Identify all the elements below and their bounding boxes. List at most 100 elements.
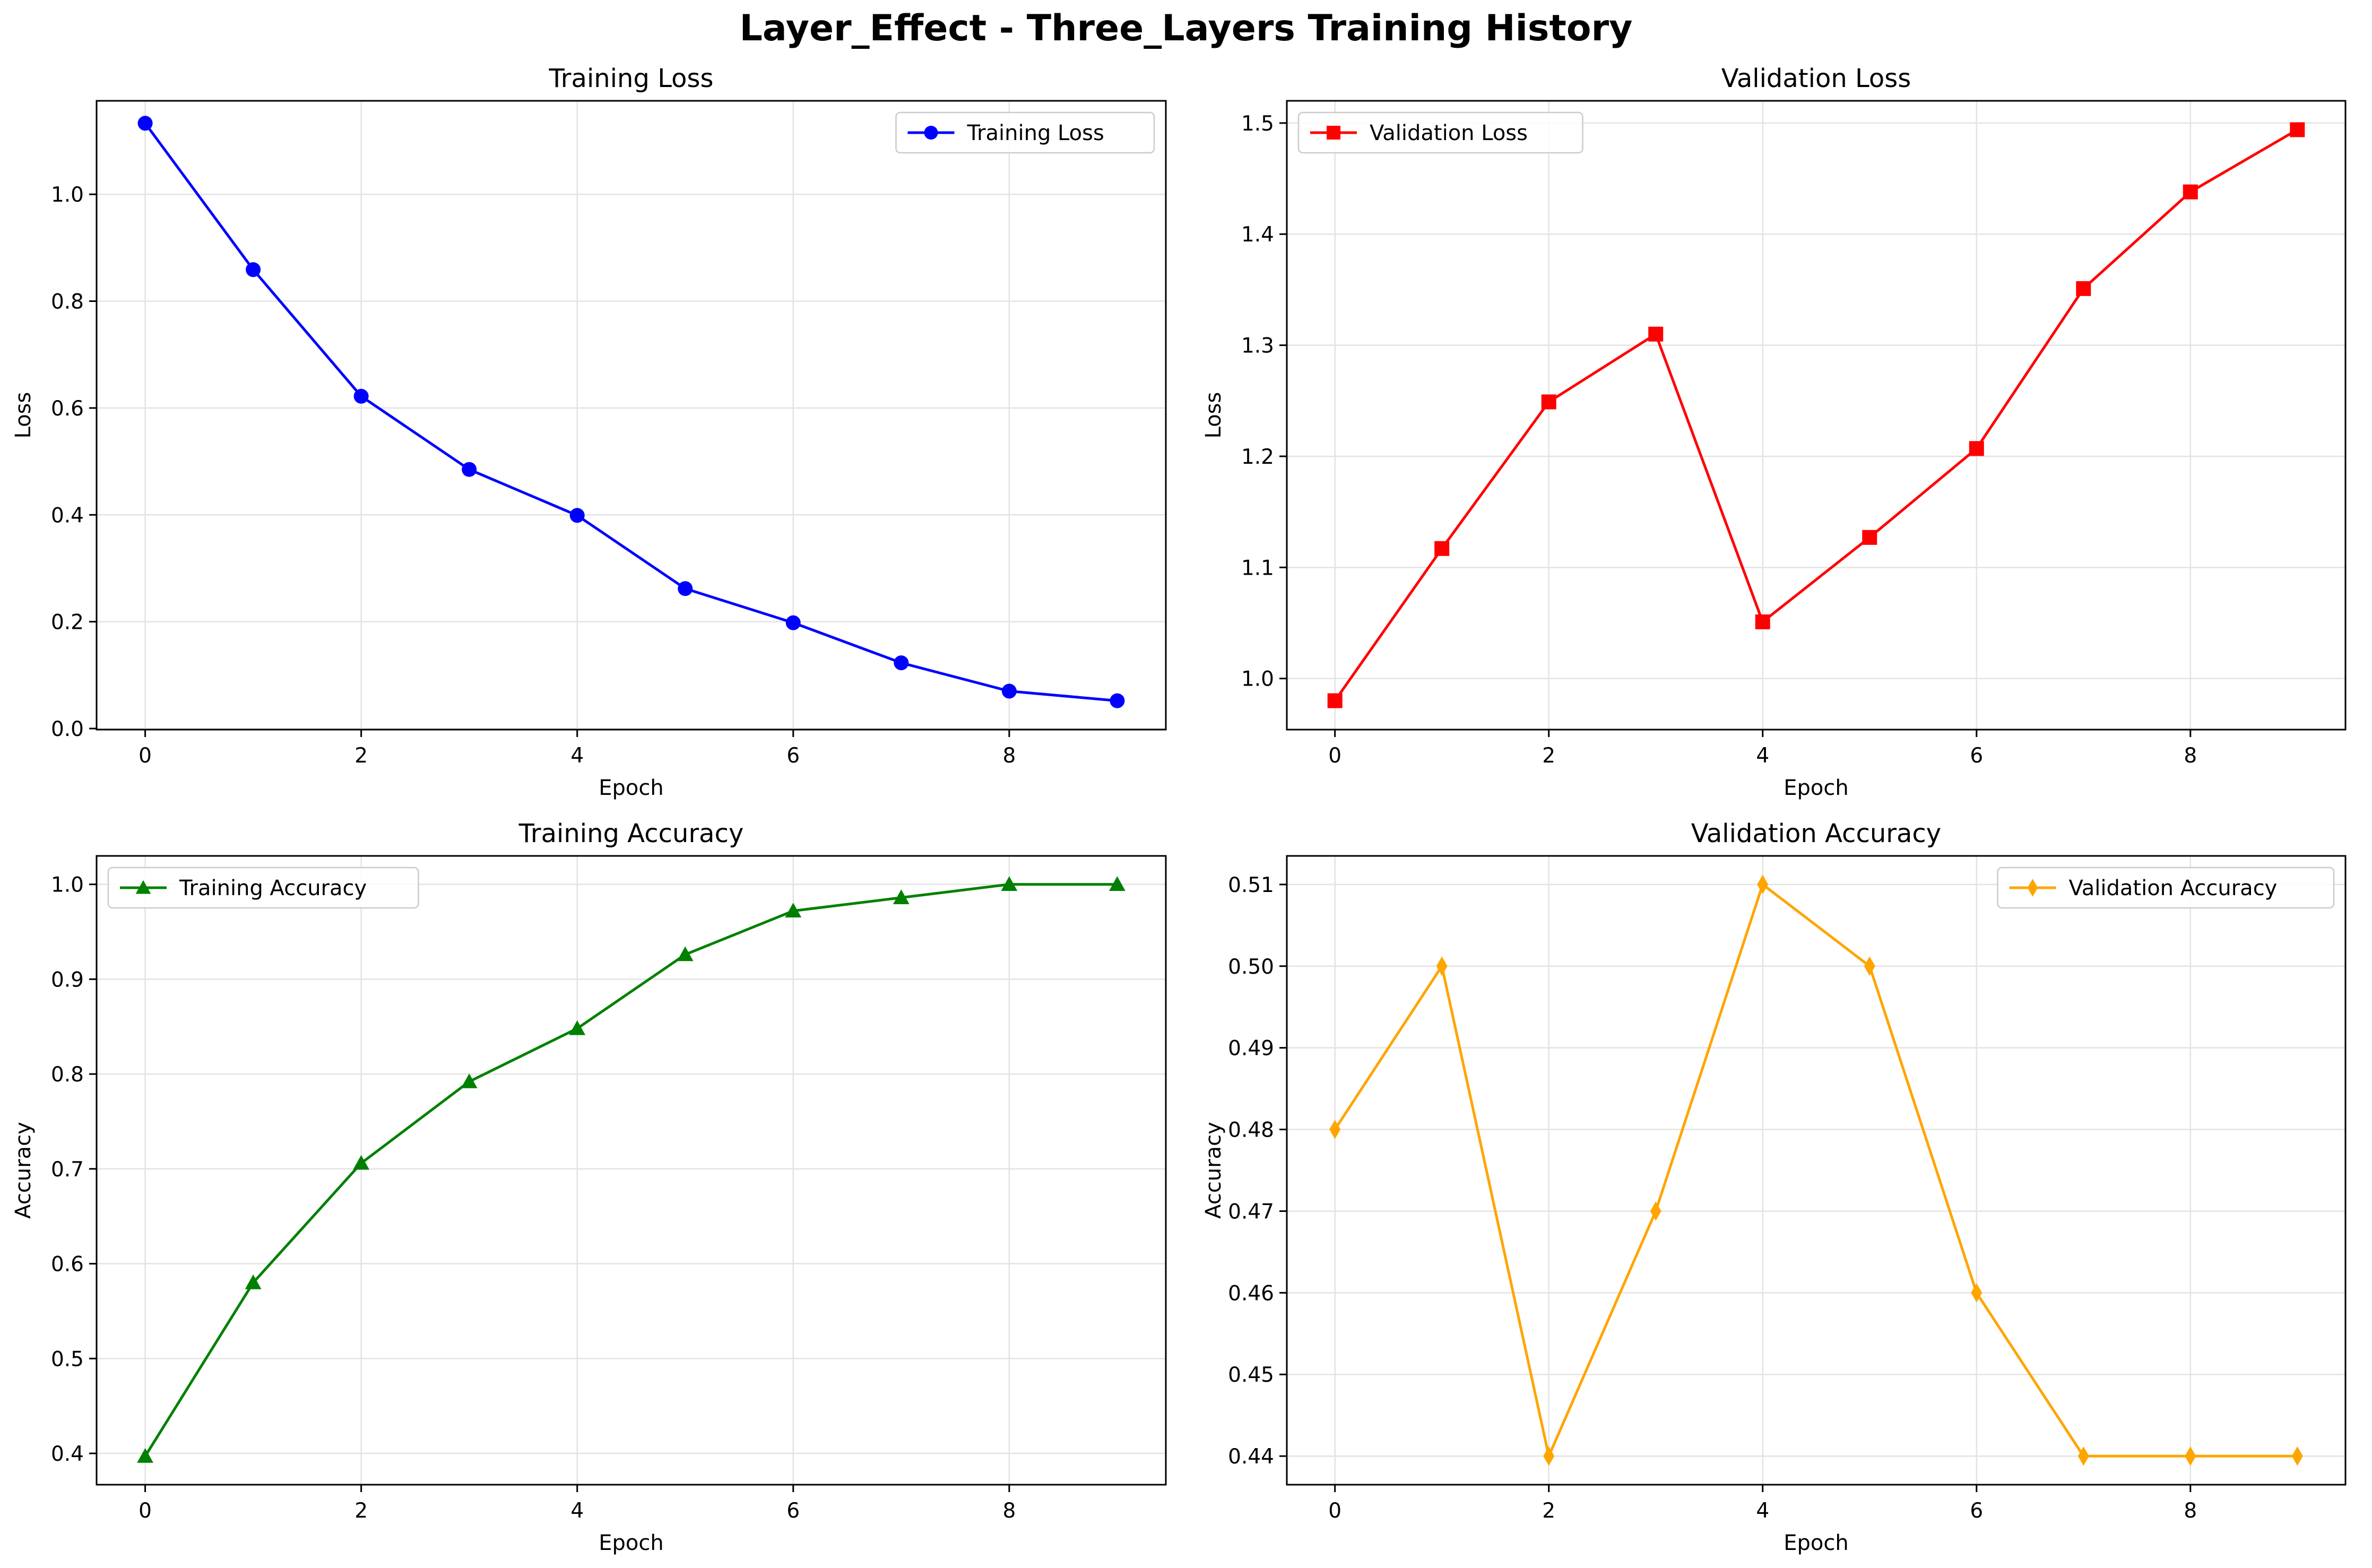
data-point [1434,541,1450,556]
data-point [137,1448,153,1463]
data-point [1543,1446,1555,1466]
subplot-title: Training Loss [549,64,714,93]
x-tick-label: 0 [1328,1499,1341,1523]
data-point [2290,122,2305,137]
x-tick-label: 8 [2184,1499,2197,1523]
y-tick-label: 1.4 [1241,223,1274,247]
y-tick-label: 0.51 [1228,873,1274,897]
y-tick-label: 0.4 [51,1442,84,1466]
x-axis-label: Epoch [599,1531,663,1555]
subplot-training-loss: 0 2 4 6 8 0.0 0.2 0.4 0.6 0.8 1.0 Training Loss Epoc… [11,64,1167,800]
y-tick-label: 0.5 [51,1347,84,1371]
data-point [569,1020,586,1035]
y-tick-label: 1.2 [1241,445,1274,469]
series-line [144,883,1118,1457]
y-tick-label: 1.3 [1241,334,1274,358]
subplot-title: Validation Loss [1721,64,1911,93]
series-line [1334,883,2298,1458]
y-tick-label: 0.44 [1228,1445,1274,1469]
data-point [137,116,153,131]
data-point [1864,956,1875,976]
y-tick-label: 0.46 [1228,1281,1274,1305]
data-point [1327,693,1343,708]
legend: Training Accuracy [107,867,419,909]
y-tick-label: 1.5 [1241,112,1274,136]
y-tick-label: 0.8 [51,290,84,314]
y-axis-label: Loss [11,392,36,439]
data-point [1001,683,1017,699]
axes-frame [1286,855,2347,1486]
data-point [1755,614,1770,629]
figure-title: Layer_Effect - Three_Layers Training His… [740,7,1633,49]
y-tick-label: 0.6 [51,397,84,421]
legend-label: Training Loss [967,121,1104,145]
data-point [1109,876,1126,891]
data-point [677,946,694,961]
data-point [2077,1446,2089,1466]
legend-swatch-marker [924,126,938,140]
x-tick-label: 4 [1756,744,1769,768]
data-point [1329,1120,1341,1139]
x-tick-label: 4 [570,1499,584,1523]
data-point [1971,1283,1983,1303]
y-axis-label: Accuracy [11,1122,36,1219]
series-line [1334,128,2298,702]
data-point [246,262,261,278]
x-tick-label: 8 [2184,744,2197,768]
y-tick-label: 1.0 [51,183,84,207]
data-point [353,1155,370,1170]
y-tick-label: 1.1 [1241,556,1274,580]
legend-swatch-marker [135,880,151,894]
y-tick-label: 0.9 [51,968,84,992]
x-tick-label: 2 [354,744,368,768]
data-point [353,388,369,404]
legend-box [1997,867,2335,909]
legend-label: Validation Accuracy [2069,876,2278,900]
y-tick-label: 1.0 [51,873,84,897]
legend-swatch-marker [1327,126,1340,140]
y-tick-label: 0.4 [51,504,84,527]
x-tick-label: 6 [1970,1499,1983,1523]
subplot-validation-loss: 0 2 4 6 8 1.0 1.1 1.2 1.3 1.4 1.5 Validation Loss Ep… [1201,64,2347,800]
x-tick-label: 8 [1002,744,1016,768]
x-tick-label: 6 [1970,744,1983,768]
x-tick-label: 0 [138,744,152,768]
x-tick-label: 2 [354,1499,368,1523]
subplot-title: Training Accuracy [518,819,744,848]
legend: Validation Loss [1297,111,1583,154]
x-tick-label: 0 [1328,744,1341,768]
legend-label: Validation Loss [1370,121,1528,145]
x-axis-label: Epoch [1784,776,1848,800]
x-tick-label: 2 [1542,1499,1555,1523]
legend-box [895,111,1155,154]
data-point [785,615,801,630]
data-point [785,903,802,917]
legend: Training Loss [895,111,1155,154]
data-point [1648,326,1664,342]
data-point [461,1073,478,1088]
y-tick-label: 1.0 [1241,668,1274,691]
data-point [1969,441,1984,456]
data-point [2291,1446,2303,1466]
data-point [2185,1446,2196,1466]
x-tick-label: 8 [1002,1499,1016,1523]
data-point [569,508,585,523]
y-tick-label: 0.48 [1228,1119,1274,1142]
subplot-training-accuracy: 0 2 4 6 8 0.4 0.5 0.6 0.7 0.8 0.9 1.0 Training Accur… [11,819,1167,1555]
subplot-validation-accuracy: 0 2 4 6 8 0.44 0.45 0.46 0.47 0.48 0.49 0.50 0.51 Val… [1201,819,2347,1555]
y-tick-label: 0.7 [51,1158,84,1182]
legend-box [107,867,419,909]
legend-label: Training Accuracy [179,876,367,900]
x-tick-label: 4 [570,744,584,768]
y-tick-label: 0.49 [1228,1037,1274,1061]
series-line [144,122,1118,703]
y-tick-label: 0.47 [1228,1200,1274,1224]
data-point [1541,394,1556,410]
y-axis-label: Loss [1201,392,1226,439]
data-point [2076,281,2091,296]
y-axis-label: Accuracy [1201,1122,1226,1219]
y-tick-label: 0.8 [51,1063,84,1087]
axes-frame [96,100,1167,731]
